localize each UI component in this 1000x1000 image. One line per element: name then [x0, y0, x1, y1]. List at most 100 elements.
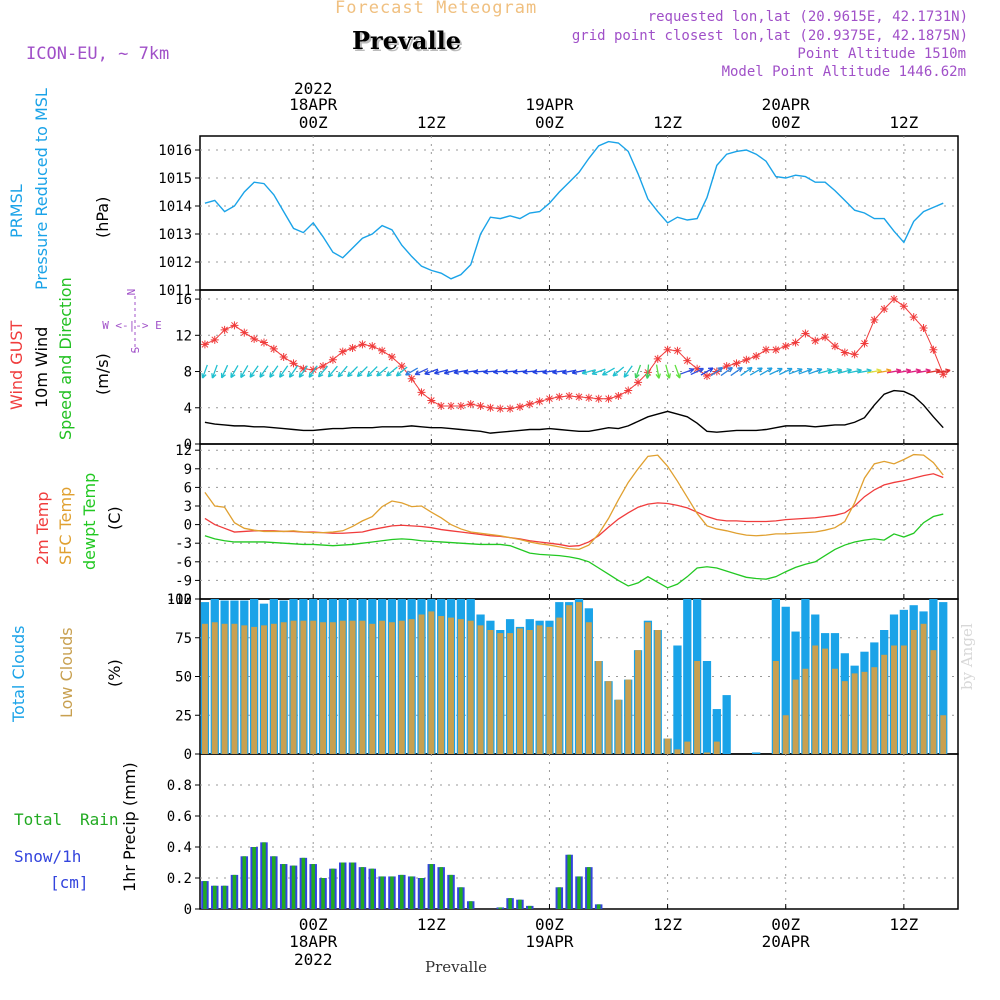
gust-marker [742, 355, 751, 364]
wind-direction-arrow [644, 364, 651, 379]
low-cloud-bar [664, 738, 671, 754]
wind-direction-arrow [279, 365, 289, 378]
gust-marker [929, 345, 938, 354]
gust-marker [387, 353, 396, 362]
low-cloud-bar [211, 622, 218, 754]
wind-direction-arrow [749, 367, 763, 376]
wind-direction-arrow [230, 365, 239, 379]
gust-marker [899, 302, 908, 311]
clouds-unit-label: (%) [105, 659, 124, 687]
rain-bar [449, 874, 453, 909]
total-cloud-bar [781, 606, 790, 754]
low-cloud-bar [871, 667, 878, 754]
gust-marker [781, 342, 790, 351]
bottom-year-label: 2022 [294, 950, 333, 969]
gust-marker [840, 348, 849, 357]
low-cloud-bar [418, 614, 425, 754]
rain-bar [528, 905, 532, 909]
low-cloud-bar [398, 620, 405, 754]
ytick-label: 1016 [158, 143, 192, 159]
gust-marker [821, 333, 830, 342]
temp-2m-label: 2m Temp [33, 492, 52, 566]
wind-direction-arrow [690, 367, 704, 376]
low-cloud-bar [320, 622, 327, 754]
wind-direction-arrow [201, 364, 208, 379]
low-cloud-bar [940, 715, 947, 754]
low-cloud-bar [851, 673, 858, 754]
ytick-label: 1011 [158, 283, 192, 299]
ytick-label: 3 [184, 499, 192, 515]
gust-marker [762, 345, 771, 354]
gust-marker [565, 391, 574, 400]
footer-station: Prevalle [425, 958, 488, 976]
low-cloud-bar [910, 630, 917, 754]
wind-direction-arrow [581, 369, 596, 375]
wind-direction-label: Speed and Direction [56, 277, 75, 440]
gust-marker [811, 336, 820, 345]
gust-marker [693, 364, 702, 373]
low-cloud-bar [684, 741, 691, 754]
rain-bar [508, 898, 512, 909]
rain-bar [222, 885, 227, 909]
super-title: Forecast Meteogram [335, 0, 538, 18]
ytick-label: 0 [184, 747, 192, 763]
low-cloud-bar [507, 633, 514, 754]
gust-marker [447, 401, 456, 410]
wind-direction-arrow [376, 366, 388, 377]
rain-bar [281, 864, 286, 909]
low-cloud-bar [428, 611, 435, 754]
top-time-label: 00Z [771, 113, 800, 132]
rain-bar [321, 878, 325, 909]
ytick-label: -12 [167, 592, 192, 608]
low-cloud-bar [802, 668, 809, 754]
low-cloud-bar [300, 620, 307, 754]
low-cloud-bar [605, 681, 612, 754]
low-cloud-bar [822, 648, 829, 754]
wind-direction-arrow [337, 365, 348, 378]
gust-marker [200, 340, 209, 349]
ytick-label: 25 [175, 708, 192, 724]
low-cloud-bar [408, 619, 415, 754]
gust-marker [535, 397, 544, 406]
top-date-label: 19APR [525, 95, 574, 114]
total-cloud-bar [673, 645, 682, 754]
low-cloud-bar [674, 749, 681, 754]
top-time-label: 12Z [417, 113, 446, 132]
rain-bar [468, 901, 473, 909]
wind-unit-label: (m/s) [93, 353, 112, 395]
pressure-line [204, 140, 944, 280]
rain-bar [390, 876, 394, 909]
gust-marker [338, 347, 347, 356]
gust-marker [210, 335, 219, 344]
low-cloud-bar [339, 620, 346, 754]
gust-marker [683, 356, 692, 365]
wind-direction-arrow [356, 366, 368, 378]
low-cloud-bar [526, 630, 533, 754]
gust-marker [525, 400, 534, 409]
gust-marker [279, 353, 288, 362]
ytick-label: 16 [175, 292, 192, 308]
low-cloud-bar [261, 625, 267, 754]
wind-direction-arrow [317, 365, 329, 378]
ytick-label: -6 [175, 555, 192, 571]
temp-sfc-label: SFC Temp [56, 487, 75, 565]
low-cloud-bar [576, 602, 582, 754]
gust-marker [378, 346, 387, 355]
bottom-date-label: 18APR [289, 932, 338, 951]
low-cloud-bar [201, 623, 208, 754]
model-label: ICON-EU, ~ 7km [26, 44, 170, 64]
rain-bar [370, 868, 375, 909]
gust-marker [752, 352, 761, 361]
temp-2m-line [204, 473, 944, 547]
rain-bar [360, 867, 365, 909]
rain-bar [380, 876, 384, 909]
precip-rain-label: Rain [80, 810, 119, 829]
wind-direction-arrow [798, 367, 813, 375]
bottom-date-label: 19APR [525, 932, 574, 951]
gust-marker [624, 386, 633, 395]
low-cloud-bar [585, 622, 592, 754]
pressure-label-desc: Pressure Reduced to MSL [32, 88, 51, 290]
rain-bar [232, 874, 237, 909]
low-cloud-bar [625, 679, 632, 754]
gust-marker [909, 313, 918, 322]
